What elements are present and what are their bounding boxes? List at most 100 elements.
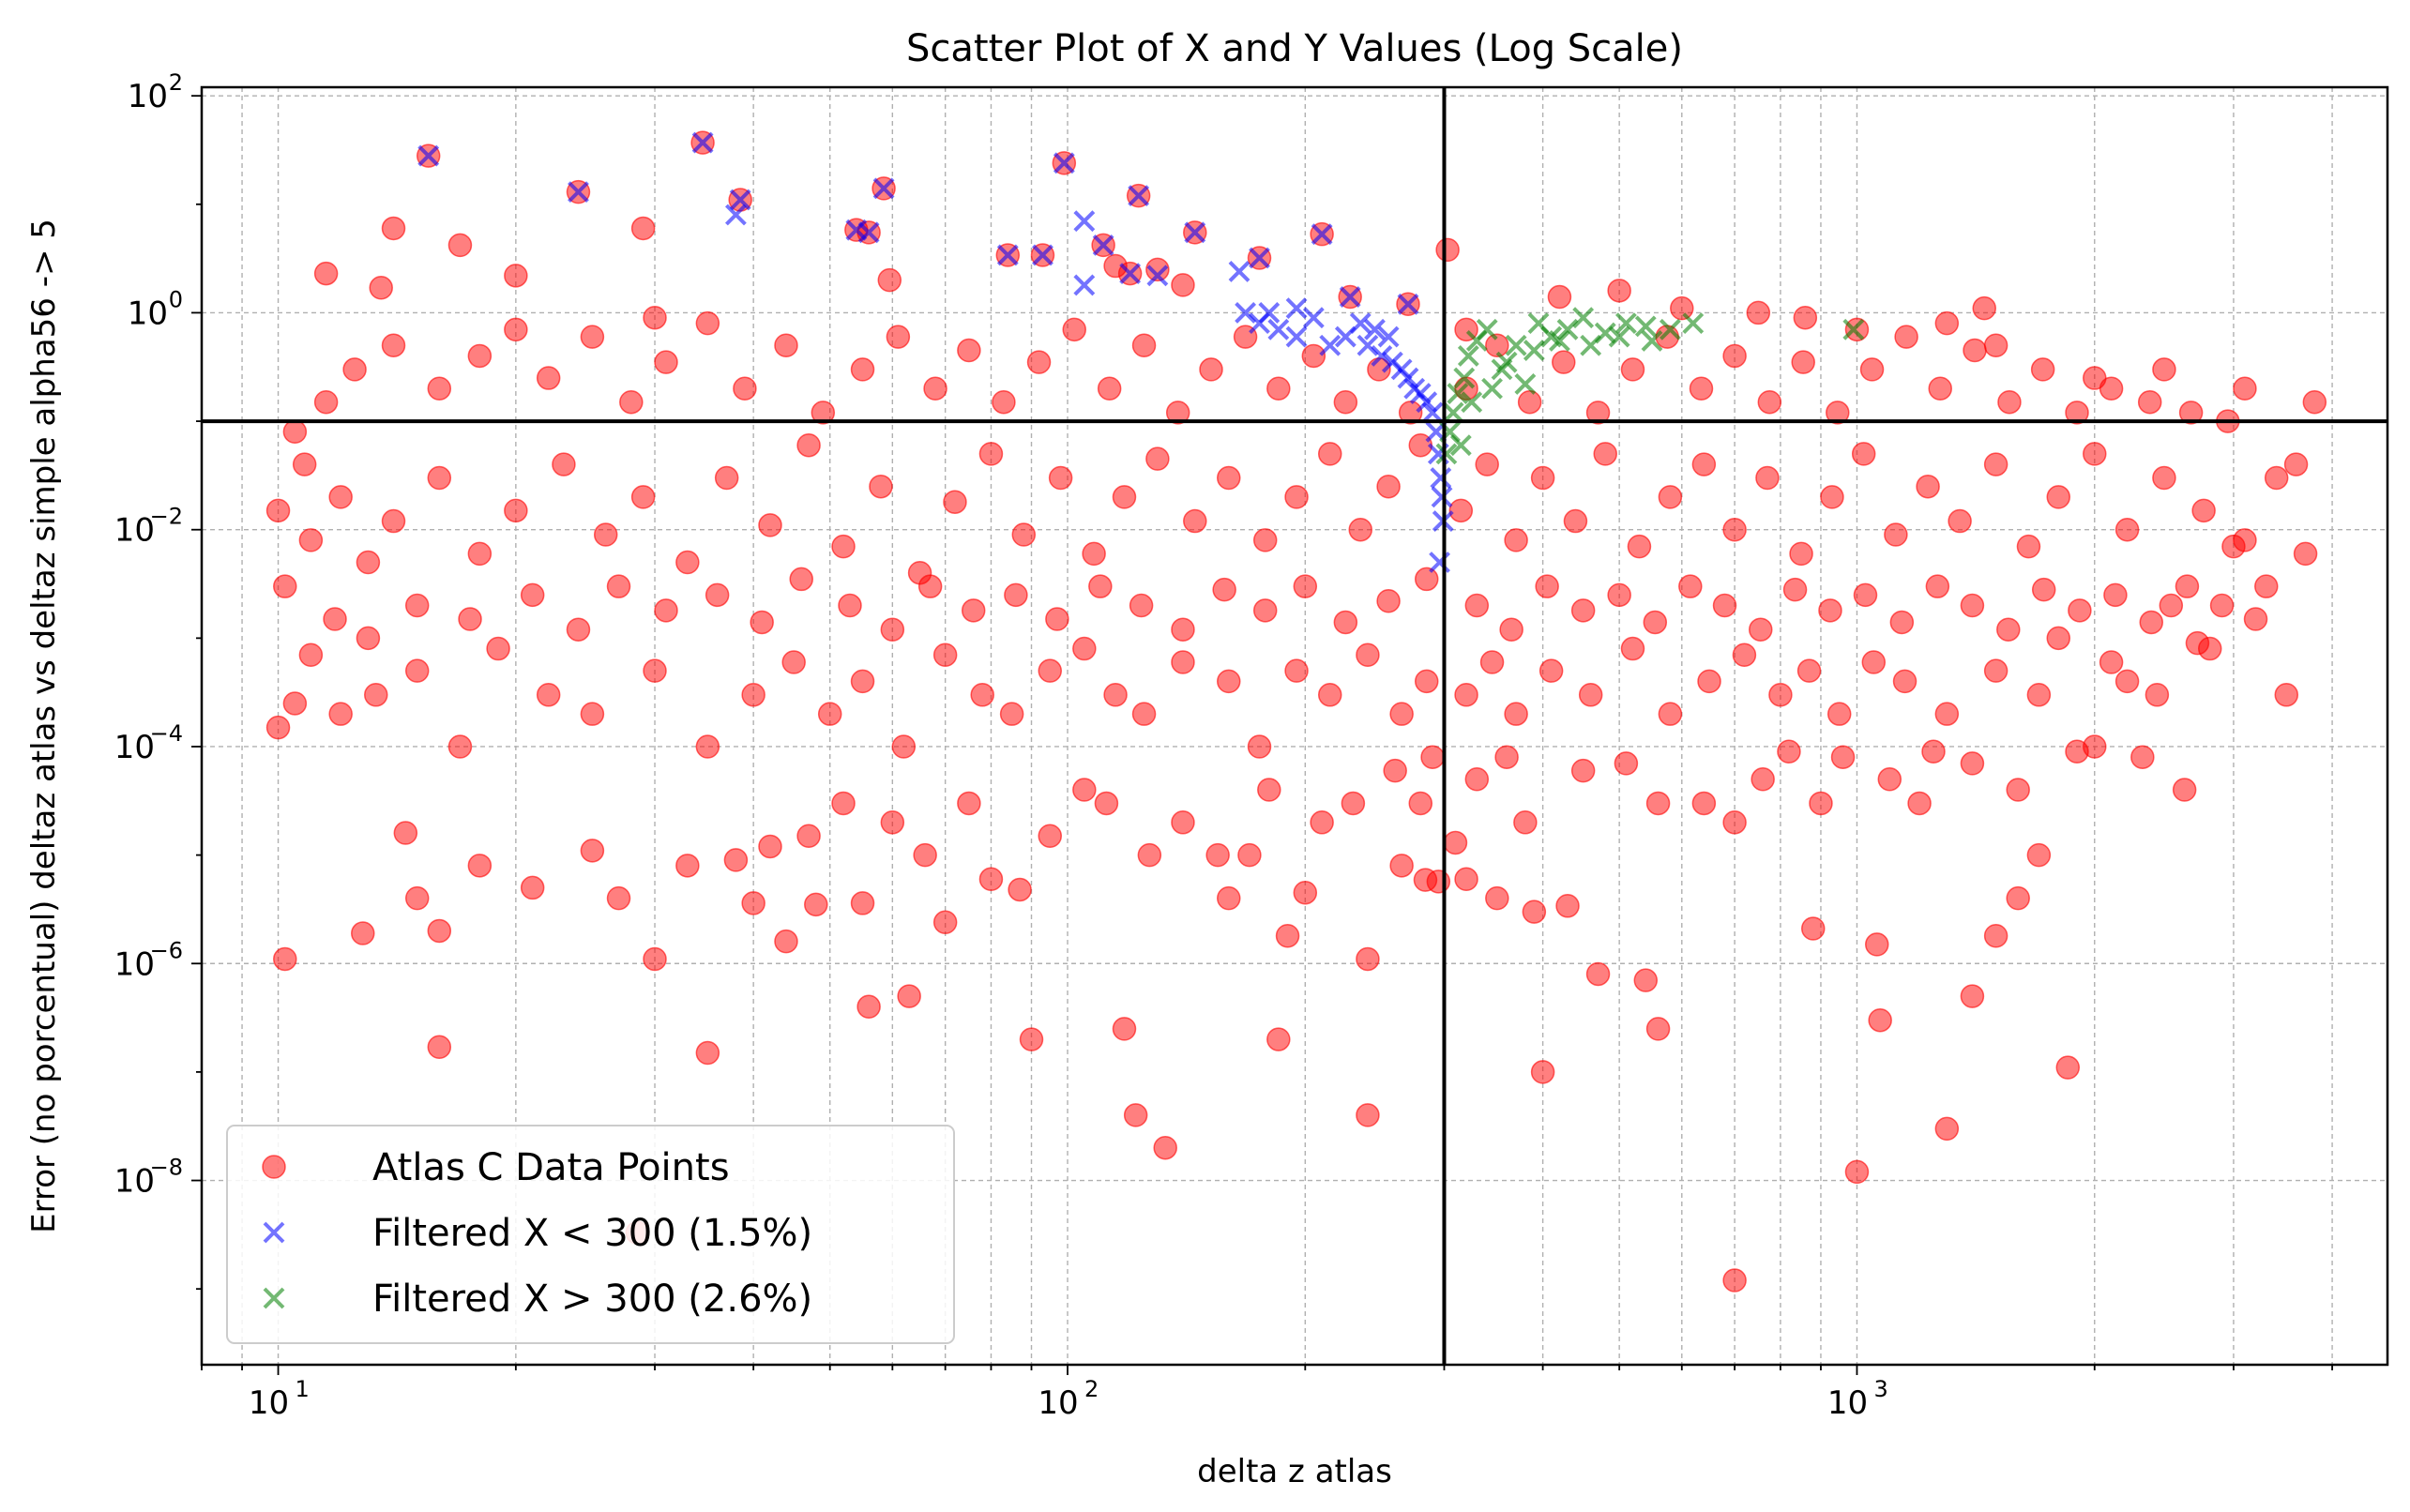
atlas-data-point bbox=[1310, 810, 1334, 835]
filtered-high-point bbox=[1641, 330, 1663, 352]
atlas-data-point bbox=[520, 582, 545, 608]
atlas-data-point bbox=[552, 452, 576, 476]
filtered-low-point bbox=[1416, 391, 1438, 414]
atlas-data-point bbox=[1928, 376, 1952, 401]
y-tick-label: 10 bbox=[114, 945, 155, 983]
atlas-data-point bbox=[880, 617, 905, 642]
atlas-data-point bbox=[1844, 1159, 1870, 1185]
atlas-data-point bbox=[1934, 702, 1960, 726]
atlas-data-point bbox=[1960, 984, 1985, 1008]
atlas-data-point bbox=[2302, 389, 2327, 415]
atlas-data-point bbox=[1062, 317, 1086, 342]
atlas-data-point bbox=[486, 636, 510, 661]
atlas-data-point bbox=[932, 643, 958, 668]
atlas-data-point bbox=[1826, 401, 1850, 425]
atlas-data-point bbox=[265, 715, 291, 740]
data-points bbox=[265, 130, 2327, 1293]
atlas-data-point bbox=[1585, 961, 1611, 987]
y-tick-label: 10 bbox=[128, 295, 168, 332]
atlas-data-point bbox=[404, 658, 430, 683]
atlas-data-point bbox=[1768, 683, 1793, 707]
filtered-low-point bbox=[1371, 345, 1393, 367]
atlas-data-point bbox=[1183, 508, 1207, 534]
atlas-data-point bbox=[923, 376, 947, 401]
atlas-data-point bbox=[1435, 237, 1460, 263]
atlas-data-point bbox=[838, 593, 862, 618]
atlas-data-point bbox=[1570, 758, 1596, 783]
filtered-low-point bbox=[1032, 244, 1053, 266]
x-tick-exponent: 1 bbox=[296, 1376, 310, 1402]
atlas-data-point bbox=[356, 550, 381, 575]
filtered-low-point bbox=[996, 244, 1019, 266]
atlas-data-point bbox=[580, 702, 605, 726]
filtered-high-point bbox=[1495, 351, 1518, 373]
atlas-data-point bbox=[774, 929, 798, 954]
filtered-low-point bbox=[1397, 293, 1419, 315]
atlas-data-point bbox=[2209, 593, 2235, 618]
atlas-data-point bbox=[1082, 541, 1106, 567]
filtered-low-point bbox=[691, 131, 714, 154]
y-tick-label: 10 bbox=[114, 1163, 155, 1201]
atlas-data-point bbox=[1257, 778, 1281, 802]
filtered-low-point bbox=[1258, 302, 1281, 324]
atlas-data-point bbox=[880, 810, 905, 835]
atlas-data-point bbox=[961, 598, 986, 623]
filtered-high-point bbox=[1461, 391, 1483, 414]
filtered-high-point bbox=[1514, 373, 1537, 395]
filtered-low-point bbox=[1073, 210, 1096, 233]
atlas-data-point bbox=[1420, 745, 1445, 769]
atlas-data-point bbox=[1389, 702, 1414, 726]
atlas-data-point bbox=[723, 848, 749, 872]
atlas-data-point bbox=[1997, 389, 2022, 415]
atlas-data-point bbox=[1252, 528, 1278, 552]
atlas-data-point bbox=[1844, 317, 1870, 342]
atlas-data-point bbox=[1757, 389, 1782, 415]
filtered-high-point bbox=[1614, 312, 1637, 335]
atlas-data-point bbox=[978, 442, 1004, 466]
atlas-data-point bbox=[467, 343, 493, 369]
filtered-low-point bbox=[1267, 318, 1290, 340]
atlas-data-point bbox=[1983, 923, 2008, 948]
filtered-high-point bbox=[1608, 325, 1630, 348]
atlas-data-point bbox=[932, 910, 958, 935]
atlas-data-point bbox=[1171, 650, 1195, 674]
atlas-data-point bbox=[1145, 257, 1170, 282]
atlas-data-point bbox=[1131, 333, 1157, 357]
atlas-data-point bbox=[1633, 968, 1659, 992]
atlas-data-point bbox=[850, 357, 875, 382]
atlas-data-point bbox=[404, 885, 430, 911]
filtered-high-point bbox=[1634, 315, 1657, 338]
atlas-data-point bbox=[2065, 739, 2089, 764]
atlas-data-point bbox=[1004, 582, 1028, 608]
atlas-data-point bbox=[351, 921, 375, 945]
filtered-low-point bbox=[1285, 297, 1308, 320]
atlas-data-point bbox=[1722, 1268, 1747, 1293]
filtered-low-point bbox=[417, 144, 440, 167]
atlas-data-point bbox=[2006, 885, 2030, 911]
atlas-data-point bbox=[1563, 508, 1588, 534]
legend: Atlas C Data Points Filtered X < 300 (1.5… bbox=[226, 1125, 955, 1344]
atlas-data-point bbox=[404, 593, 430, 618]
filtered-low-point bbox=[1364, 318, 1386, 340]
filtered-high-point bbox=[1842, 318, 1865, 340]
atlas-data-point bbox=[2046, 626, 2071, 651]
atlas-data-point bbox=[1145, 446, 1170, 471]
atlas-data-point bbox=[1907, 791, 1932, 816]
filtered-low-point bbox=[1377, 325, 1400, 348]
y-axis-label: Error (no porcentual) deltaz atlas vs de… bbox=[25, 219, 63, 1233]
atlas-data-point bbox=[1448, 498, 1474, 523]
atlas-data-point bbox=[1972, 295, 1996, 321]
atlas-data-point bbox=[917, 574, 943, 598]
atlas-data-point bbox=[1996, 617, 2021, 642]
atlas-data-point bbox=[1376, 588, 1401, 613]
atlas-data-point bbox=[2030, 357, 2055, 382]
atlas-data-point bbox=[1199, 357, 1223, 382]
filtered-low-point bbox=[1430, 467, 1452, 489]
atlas-data-point bbox=[758, 834, 782, 859]
filtered-high-point bbox=[1476, 318, 1498, 340]
filtered-low-point bbox=[1431, 486, 1453, 508]
atlas-data-point bbox=[675, 550, 700, 575]
atlas-data-point bbox=[1293, 880, 1318, 905]
filtered-high-point bbox=[1659, 318, 1681, 340]
